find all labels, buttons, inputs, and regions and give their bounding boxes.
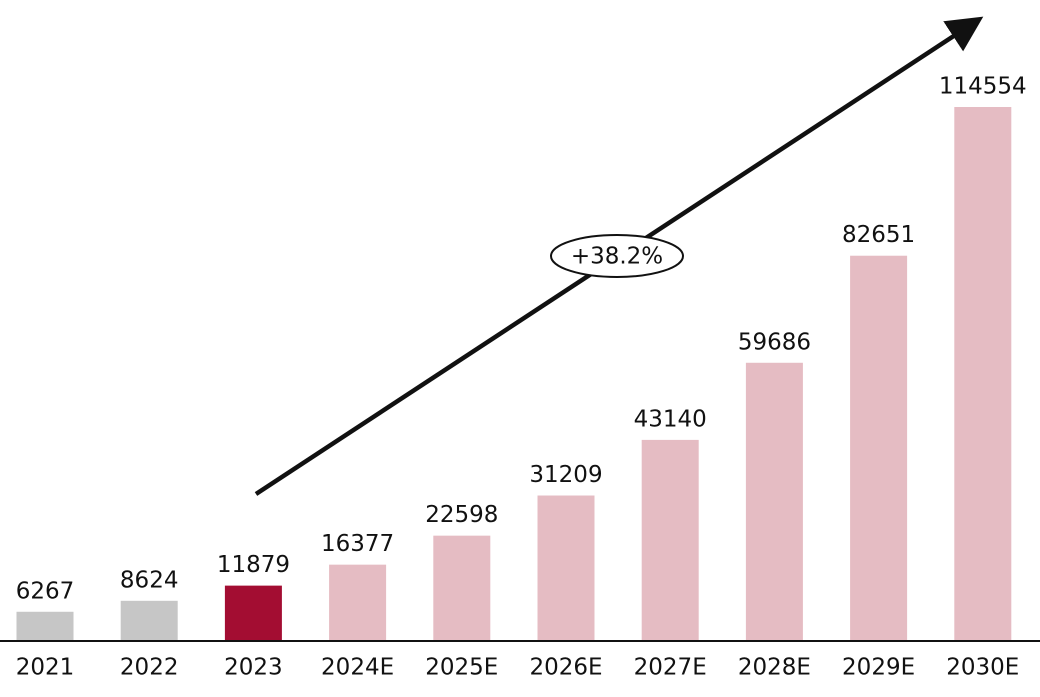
value-label: 82651 <box>842 222 915 248</box>
bar <box>745 362 803 641</box>
bar <box>224 585 282 641</box>
bar <box>16 611 74 641</box>
annotation: +38.2% <box>571 244 663 270</box>
x-tick-label: 2027E <box>634 655 707 681</box>
value-label: 16377 <box>321 531 394 557</box>
value-label: 43140 <box>634 406 707 432</box>
bar <box>641 439 699 641</box>
bar <box>120 600 178 641</box>
x-tick-label: 2024E <box>321 655 394 681</box>
x-tick-label: 2023 <box>224 655 283 681</box>
annotation-bubble <box>550 234 684 278</box>
x-tick-label: 2028E <box>738 655 811 681</box>
bar <box>850 255 908 641</box>
x-tick-label: 2025E <box>425 655 498 681</box>
x-tick-label: 2022 <box>120 655 179 681</box>
value-label: 59686 <box>738 329 811 355</box>
bar <box>329 564 387 641</box>
value-label: 31209 <box>529 462 602 488</box>
x-tick-label: 2030E <box>946 655 1019 681</box>
x-tick-label: 2021 <box>16 655 75 681</box>
bar <box>537 495 595 641</box>
x-tick-label: 2026E <box>529 655 602 681</box>
value-label: 6267 <box>16 578 75 604</box>
value-label: 11879 <box>217 552 290 578</box>
bar <box>433 535 491 641</box>
value-label: 22598 <box>425 502 498 528</box>
x-tick-label: 2029E <box>842 655 915 681</box>
value-label: 114554 <box>939 74 1027 100</box>
value-label: 8624 <box>120 567 179 593</box>
bar <box>954 107 1012 641</box>
